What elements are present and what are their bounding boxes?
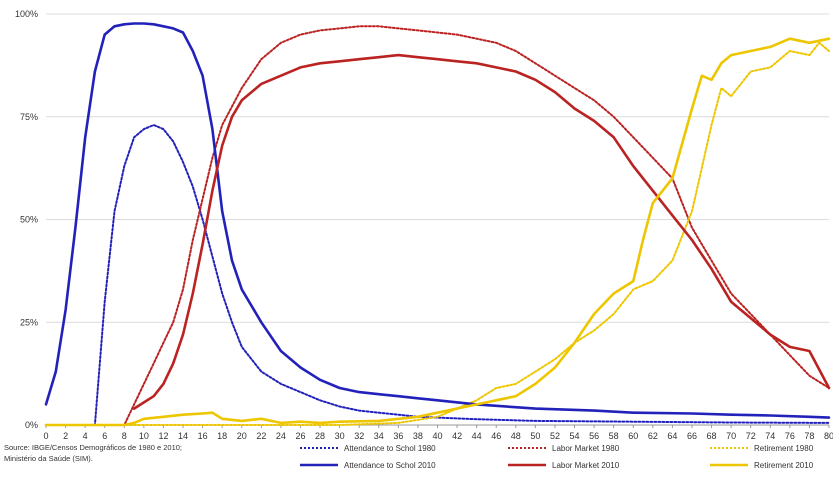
legend: Attendance to Schol 1980 Labor Market 198… [300,444,814,470]
x-tick-label: 28 [315,431,325,441]
series-lines [44,22,831,427]
series-line-3 [44,22,831,419]
legend-label-2: Retirement 1980 [754,444,814,453]
x-tick-label: 54 [570,431,580,441]
x-tick-label: 26 [295,431,305,441]
x-tick-label: 8 [122,431,127,441]
x-tick-label: 10 [139,431,149,441]
x-tick-label: 20 [237,431,247,441]
legend-label-5: Retirement 2010 [754,461,814,470]
x-tick-label: 12 [158,431,168,441]
x-tick-label: 42 [452,431,462,441]
x-tick-label: 70 [726,431,736,441]
series-line-4 [132,53,831,410]
x-tick-label: 60 [628,431,638,441]
x-tick-label: 74 [765,431,775,441]
x-tick-label: 34 [374,431,384,441]
axes: 0%25%50%75%100%0 2 4 6 8 10 12 14 16 18 20 22 24 26 28… [15,9,833,441]
x-tick-label: 48 [511,431,521,441]
x-tick-label: 50 [530,431,540,441]
y-tick-label: 100% [15,9,38,19]
x-tick-label: 14 [178,431,188,441]
x-tick-label: 66 [687,431,697,441]
series-line-1 [45,25,830,426]
series-line-2 [45,41,830,426]
series-line-0 [45,124,830,426]
x-tick-label: 80 [824,431,833,441]
x-tick-label: 52 [550,431,560,441]
x-tick-label: 6 [102,431,107,441]
x-tick-label: 40 [432,431,442,441]
y-tick-label: 75% [20,112,38,122]
y-tick-label: 25% [20,317,38,327]
x-tick-label: 46 [491,431,501,441]
x-tick-label: 68 [707,431,717,441]
x-tick-label: 76 [785,431,795,441]
x-tick-label: 58 [609,431,619,441]
x-tick-label: 62 [648,431,658,441]
x-tick-label: 18 [217,431,227,441]
x-tick-label: 64 [667,431,677,441]
y-tick-label: 0% [25,420,38,430]
x-tick-label: 0 [43,431,48,441]
y-tick-label: 50% [20,215,38,225]
x-tick-label: 2 [63,431,68,441]
x-tick-label: 78 [804,431,814,441]
x-tick-label: 56 [589,431,599,441]
legend-label-3: Attendance to Schol 2010 [344,461,436,470]
x-tick-label: 32 [354,431,364,441]
source-line-2: Ministério da Saúde (SIM). [4,454,93,463]
legend-label-4: Labor Market 2010 [552,461,620,470]
x-tick-label: 36 [393,431,403,441]
legend-label-0: Attendance to Schol 1980 [344,444,436,453]
x-tick-label: 44 [472,431,482,441]
x-tick-label: 38 [413,431,423,441]
legend-label-1: Labor Market 1980 [552,444,620,453]
x-tick-label: 4 [83,431,88,441]
series-line-5 [44,37,831,427]
grid-lines [46,13,829,323]
source-line-1: Source: IBGE/Censos Demográficos de 1980… [4,443,182,452]
source-note: Source: IBGE/Censos Demográficos de 1980… [4,443,182,463]
x-tick-label: 72 [746,431,756,441]
x-tick-label: 16 [198,431,208,441]
x-tick-label: 30 [335,431,345,441]
x-tick-label: 22 [256,431,266,441]
x-tick-label: 24 [276,431,286,441]
